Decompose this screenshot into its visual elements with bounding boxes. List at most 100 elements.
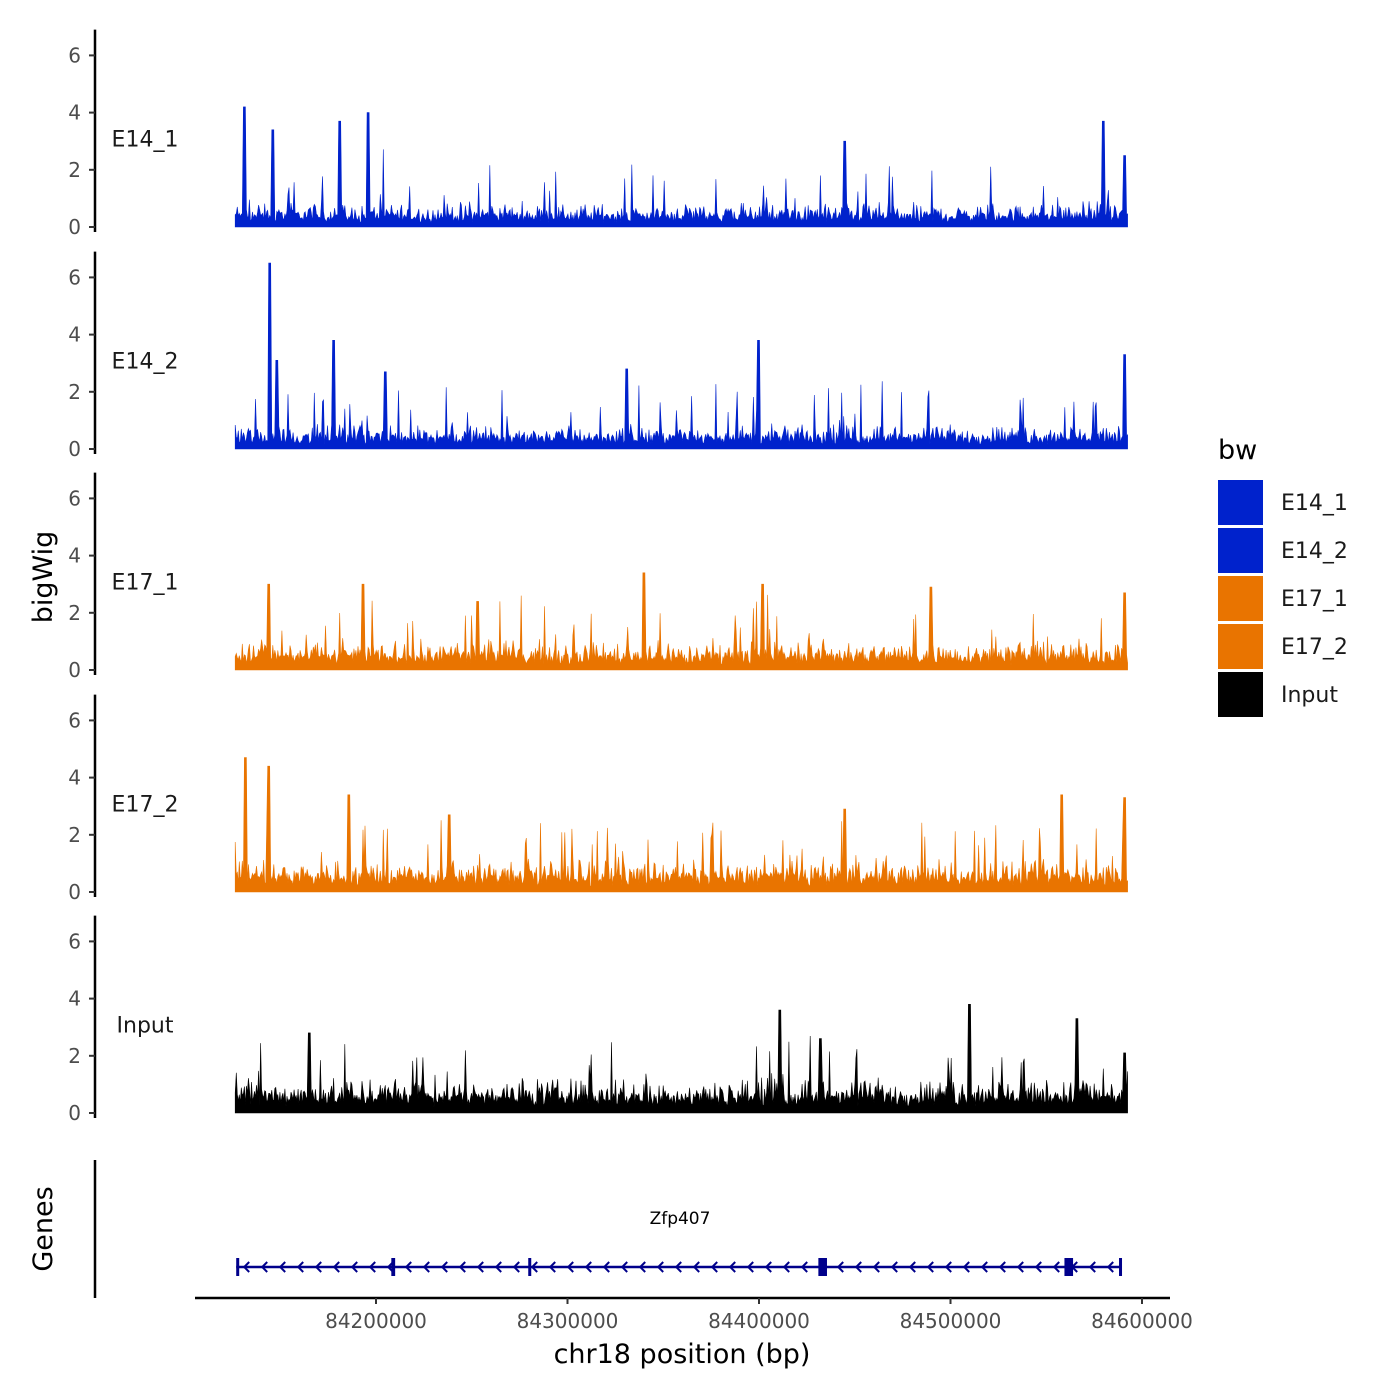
strand-arrow xyxy=(782,1261,790,1273)
strand-arrow xyxy=(476,1261,484,1273)
strand-arrow xyxy=(440,1261,448,1273)
legend-label: E17_1 xyxy=(1281,587,1348,612)
strand-arrow xyxy=(800,1261,808,1273)
track-label: E17_2 xyxy=(112,792,179,817)
y-tick-label: 6 xyxy=(68,708,81,732)
legend-swatch-E17_2 xyxy=(1218,624,1263,669)
y-tick-label: 0 xyxy=(68,215,81,239)
legend-title: bw xyxy=(1218,435,1257,466)
strand-arrow xyxy=(746,1261,754,1273)
track-E17_1: 0 2 4 6 E17_1 xyxy=(68,472,1128,682)
y-tick-label: 0 xyxy=(68,437,81,461)
coverage-area-E17_1 xyxy=(234,572,1128,671)
gene-exon xyxy=(1119,1258,1123,1276)
strand-arrow xyxy=(656,1261,664,1273)
x-tick-label: 84400000 xyxy=(708,1309,810,1333)
strand-arrow xyxy=(998,1261,1006,1273)
coverage-area-Input xyxy=(234,1004,1128,1114)
gene-exon xyxy=(236,1258,240,1276)
strand-arrow xyxy=(620,1261,628,1273)
strand-arrow xyxy=(890,1261,898,1273)
strand-arrow xyxy=(728,1261,736,1273)
coverage-area-E17_2 xyxy=(234,757,1128,893)
strand-arrow xyxy=(962,1261,970,1273)
track-E14_2: 0 2 4 6 E14_2 xyxy=(68,251,1128,461)
strand-arrow xyxy=(332,1261,340,1273)
y-tick-label: 0 xyxy=(68,658,81,682)
coverage-area-E14_2 xyxy=(234,262,1128,450)
strand-arrow xyxy=(692,1261,700,1273)
strand-arrow xyxy=(242,1261,250,1273)
strand-arrow xyxy=(638,1261,646,1273)
y-tick-label: 6 xyxy=(68,486,81,510)
y-tick-label: 2 xyxy=(68,601,81,625)
track-E17_2: 0 2 4 6 E17_2 xyxy=(68,694,1128,904)
strand-arrow xyxy=(530,1261,538,1273)
strand-arrow xyxy=(404,1261,412,1273)
strand-arrow xyxy=(548,1261,556,1273)
strand-arrow xyxy=(674,1261,682,1273)
track-label: E14_1 xyxy=(112,127,179,152)
y-tick-label: 4 xyxy=(68,323,81,347)
y-tick-label: 4 xyxy=(68,101,81,125)
y-tick-label: 2 xyxy=(68,380,81,404)
legend-swatch-E14_1 xyxy=(1218,480,1263,525)
strand-arrow xyxy=(1034,1261,1042,1273)
strand-arrow xyxy=(710,1261,718,1273)
bigwig-tracks: 0 2 4 6 E14_1 0 2 4 6 E14_2 0 2 4 6 E17_1 0 2 4 6 E17_2 0 2 4 6… xyxy=(68,29,1128,1125)
legend-label: Input xyxy=(1281,683,1338,708)
strand-arrow xyxy=(872,1261,880,1273)
y-tick-label: 0 xyxy=(68,880,81,904)
track-label: E14_2 xyxy=(112,349,179,374)
strand-arrow xyxy=(314,1261,322,1273)
strand-arrow xyxy=(1016,1261,1024,1273)
genes-panel: Zfp407 xyxy=(93,1160,1123,1298)
strand-arrow xyxy=(584,1261,592,1273)
y-tick-label: 4 xyxy=(68,544,81,568)
legend-swatch-Input xyxy=(1218,672,1263,717)
track-label: Input xyxy=(117,1013,174,1038)
strand-arrow xyxy=(764,1261,772,1273)
x-tick-label: 84200000 xyxy=(325,1309,427,1333)
strand-arrow xyxy=(494,1261,502,1273)
track-label: E17_1 xyxy=(112,570,179,595)
strand-arrow xyxy=(1106,1261,1114,1273)
strand-arrow xyxy=(854,1261,862,1273)
legend-swatch-E17_1 xyxy=(1218,576,1263,621)
strand-arrow xyxy=(368,1261,376,1273)
y-tick-label: 2 xyxy=(68,158,81,182)
y-tick-label: 2 xyxy=(68,1044,81,1068)
y-tick-label: 4 xyxy=(68,766,81,790)
strand-arrow xyxy=(836,1261,844,1273)
legend-swatch-E14_2 xyxy=(1218,528,1263,573)
strand-arrow xyxy=(980,1261,988,1273)
strand-arrow xyxy=(566,1261,574,1273)
genes-axis-title: Genes xyxy=(28,1186,59,1271)
gene-exon xyxy=(1064,1258,1074,1276)
x-tick-label: 84300000 xyxy=(517,1309,619,1333)
x-tick-label: 84500000 xyxy=(900,1309,1002,1333)
strand-arrow xyxy=(512,1261,520,1273)
legend-label: E17_2 xyxy=(1281,635,1348,660)
strand-arrow xyxy=(458,1261,466,1273)
y-tick-label: 2 xyxy=(68,823,81,847)
legend-label: E14_2 xyxy=(1281,539,1348,564)
strand-arrow xyxy=(1088,1261,1096,1273)
gene-exon xyxy=(818,1258,827,1276)
strand-arrow xyxy=(278,1261,286,1273)
track-Input: 0 2 4 6 Input xyxy=(68,915,1128,1125)
y-tick-label: 4 xyxy=(68,987,81,1011)
strand-arrow xyxy=(944,1261,952,1273)
gene-exon xyxy=(391,1258,396,1276)
x-tick-label: 84600000 xyxy=(1091,1309,1193,1333)
y-tick-label: 6 xyxy=(68,43,81,67)
x-axis: 84200000 84300000 84400000 84500000 84600000 xyxy=(195,1296,1193,1333)
strand-arrow xyxy=(350,1261,358,1273)
strand-arrow xyxy=(260,1261,268,1273)
track-E14_1: 0 2 4 6 E14_1 xyxy=(68,29,1128,239)
strand-arrow xyxy=(422,1261,430,1273)
strand-arrow xyxy=(926,1261,934,1273)
strand-arrow xyxy=(1052,1261,1060,1273)
y-tick-label: 6 xyxy=(68,265,81,289)
